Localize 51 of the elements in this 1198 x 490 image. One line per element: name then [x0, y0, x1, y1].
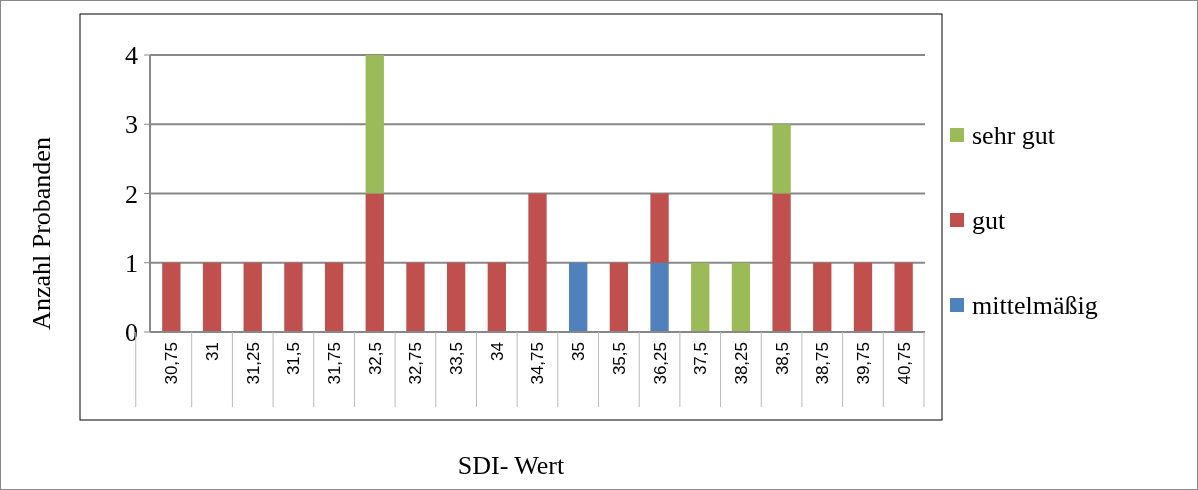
bar — [731, 262, 751, 332]
x-tick-label: 31,25 — [243, 342, 263, 385]
bar — [650, 262, 669, 332]
x-tick-label: 38,5 — [772, 342, 792, 376]
bar — [406, 262, 425, 332]
x-tick-label: 31,75 — [325, 342, 345, 385]
x-tick-label: 38,25 — [731, 342, 751, 385]
x-tick-label: 33,5 — [447, 342, 467, 376]
y-tick-label: 2 — [125, 179, 138, 209]
x-tick-label: 35 — [569, 342, 589, 361]
x-tick-label: 39,75 — [853, 342, 873, 385]
x-tick-label: 37,5 — [691, 342, 711, 376]
bar — [446, 262, 466, 332]
legend-label: sehr gut — [972, 121, 1056, 151]
x-tick-label: 31,5 — [284, 342, 304, 376]
x-tick-label: 30,75 — [162, 342, 182, 385]
bar — [202, 262, 222, 332]
bar — [365, 193, 384, 332]
y-tick-label: 0 — [125, 318, 138, 348]
bar — [813, 262, 832, 332]
x-tick-label: 32,75 — [406, 342, 426, 385]
x-tick-label: 40,75 — [894, 342, 914, 385]
y-tick-label: 3 — [125, 110, 138, 140]
x-tick-label: 38,75 — [813, 342, 833, 385]
bar — [324, 262, 344, 332]
bar — [691, 262, 710, 332]
legend-label: gut — [972, 206, 1006, 236]
bar — [894, 262, 913, 332]
legend-label: mittelmäßig — [972, 291, 1098, 321]
bar — [284, 262, 303, 332]
bar — [650, 193, 669, 263]
x-tick-label: 32,5 — [365, 342, 385, 376]
bar — [772, 193, 791, 332]
bar — [365, 55, 384, 194]
x-tick-label: 36,25 — [650, 342, 670, 385]
bar — [853, 262, 873, 332]
x-tick-label: 34,75 — [528, 342, 548, 385]
y-axis-title: Anzahl Probanden — [27, 137, 56, 330]
bar — [609, 262, 629, 332]
bar — [243, 262, 262, 332]
x-tick-label: 31 — [202, 342, 222, 361]
bar — [569, 262, 588, 332]
bar — [162, 262, 181, 332]
y-tick-label: 4 — [125, 41, 138, 71]
x-tick-label: 35,5 — [609, 342, 629, 376]
bar — [528, 193, 547, 332]
y-tick-label: 1 — [125, 248, 138, 278]
x-tick-label: 34 — [487, 342, 507, 361]
bar — [772, 124, 791, 194]
bar — [487, 262, 506, 332]
x-axis-title: SDI- Wert — [457, 451, 565, 480]
